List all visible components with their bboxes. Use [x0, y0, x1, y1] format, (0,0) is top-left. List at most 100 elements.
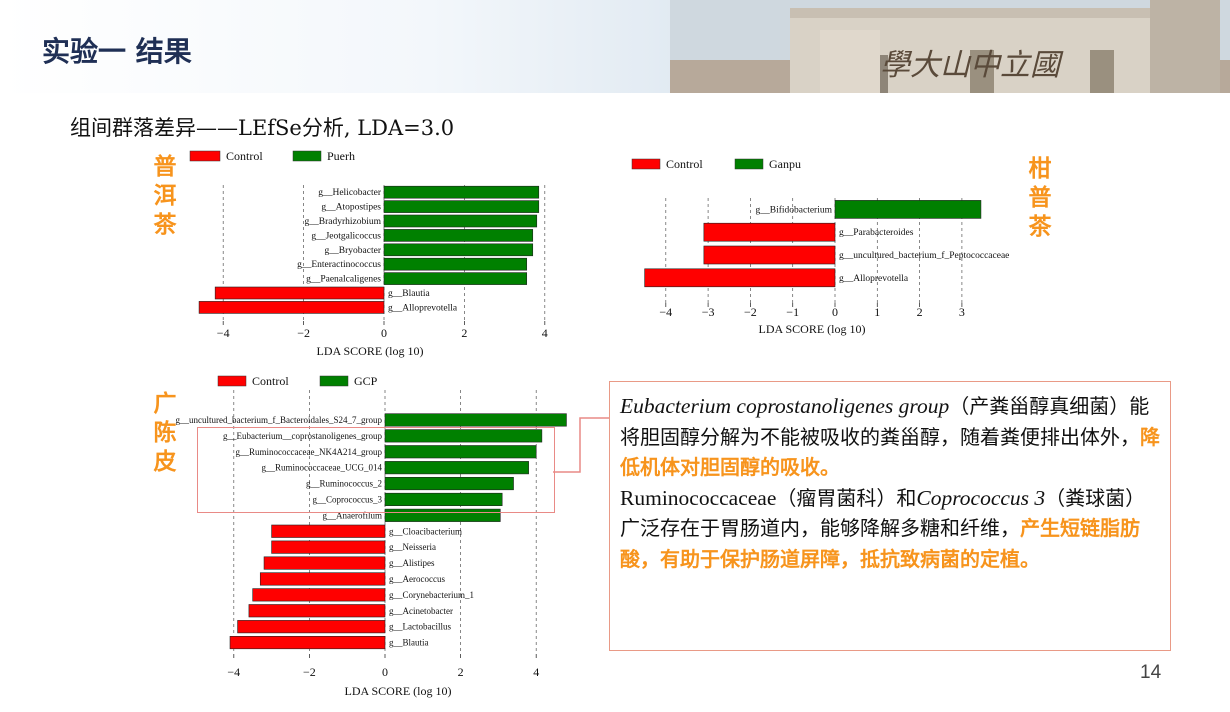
- legend-swatch: [319, 375, 349, 387]
- university-gate-image: 學大山中立國: [670, 0, 1230, 93]
- bar-label: g__Blautia: [389, 638, 429, 648]
- x-axis-label: LDA SCORE (log 10): [758, 322, 865, 336]
- legend-swatch: [631, 158, 661, 170]
- bar: [383, 272, 528, 285]
- bar: [383, 257, 528, 271]
- callout-text-2a: （瘤胃菌科）和: [776, 485, 917, 510]
- x-tick-label: −2: [303, 665, 316, 679]
- callout-highlight-2: 产生短链脂肪酸，有助于保护肠道屏障，抵抗致病菌的定植。: [620, 516, 1140, 571]
- bar: [834, 200, 982, 219]
- x-axis-label: LDA SCORE (log 10): [316, 344, 423, 358]
- x-tick-label: 0: [382, 665, 388, 679]
- callout-highlight-1: 降低机体对胆固醇的吸收。: [620, 424, 1160, 480]
- callout-box: Eubacterium coprostanoligenes group（产粪甾醇…: [609, 381, 1171, 651]
- banner-calligraphy: 學大山中立國: [880, 48, 1064, 83]
- x-tick-label: −2: [744, 305, 757, 319]
- bar: [214, 286, 385, 300]
- bar-label: g__Blautia: [388, 289, 430, 299]
- highlight-box: [197, 427, 555, 513]
- legend-label: Ganpu: [769, 157, 801, 171]
- slide-title: 实验一 结果: [42, 35, 192, 68]
- bar: [383, 243, 534, 257]
- bar: [703, 222, 836, 242]
- bar: [383, 214, 538, 228]
- bar-label: g__Cloacibacterium: [389, 526, 462, 536]
- x-tick-label: −2: [297, 326, 310, 340]
- bar: [384, 413, 567, 427]
- bar: [383, 229, 534, 242]
- bar-label: g__Enteractinococcus: [297, 260, 381, 270]
- x-tick-label: −4: [659, 305, 672, 319]
- legend-label: Control: [666, 157, 703, 171]
- bar: [198, 301, 385, 314]
- bar-label: g__Bifidobacterium: [755, 204, 832, 215]
- x-tick-label: 1: [874, 305, 880, 319]
- legend-label: Puerh: [327, 149, 355, 163]
- x-tick-label: 3: [959, 305, 965, 319]
- bar: [384, 461, 529, 475]
- page-number: 14: [1140, 662, 1162, 683]
- callout-genus-1: Eubacterium coprostanoligenes group: [620, 394, 950, 418]
- bar-label: g__Ruminococcaceae_UCG_014: [262, 463, 383, 473]
- x-tick-label: 0: [832, 305, 838, 319]
- bar: [229, 635, 386, 650]
- bar: [384, 476, 514, 491]
- bar: [644, 268, 836, 288]
- label-gcp: 广陈皮: [153, 391, 177, 475]
- x-tick-label: −3: [702, 305, 715, 319]
- bar-label: g__Eubacterium__coprostanoligenes_group: [223, 431, 382, 441]
- bar: [384, 445, 537, 459]
- header-banner: 學大山中立國 实验一 结果: [0, 0, 1230, 93]
- bar: [248, 604, 386, 618]
- label-ganpu: 柑普茶: [1028, 156, 1052, 240]
- bar-label: g__Alloprevotella: [388, 303, 458, 313]
- bar-label: g__Aerococcus: [389, 574, 445, 584]
- x-tick-label: 4: [542, 326, 548, 340]
- legend-swatch: [217, 375, 247, 387]
- bar: [252, 588, 386, 602]
- bar-label: g__Corynebacterium_1: [389, 590, 474, 600]
- bar-label: g__Acinetobacter: [389, 606, 453, 616]
- legend-label: GCP: [354, 374, 378, 388]
- bar-label: g__Ruminococcus_2: [306, 479, 382, 489]
- x-tick-label: −4: [217, 326, 230, 340]
- bar: [263, 556, 386, 570]
- x-tick-label: 4: [533, 665, 539, 679]
- legend-label: Control: [226, 149, 263, 163]
- legend-label: Control: [252, 374, 289, 388]
- x-tick-label: −4: [227, 665, 240, 679]
- x-tick-label: 2: [461, 326, 467, 340]
- bar: [271, 524, 386, 538]
- bar: [384, 492, 503, 507]
- bar-label: g__Anaerofilum: [323, 510, 382, 520]
- x-tick-label: 2: [917, 305, 923, 319]
- bar: [383, 200, 540, 213]
- bar-label: g__Paenalcaligenes: [306, 275, 381, 285]
- label-puerh: 普洱茶: [153, 154, 177, 238]
- bar: [703, 245, 836, 265]
- bar-label: g__Bradyrhizobium: [304, 217, 381, 227]
- x-axis-label: LDA SCORE (log 10): [344, 684, 451, 698]
- bar: [259, 572, 386, 586]
- x-tick-label: −1: [786, 305, 799, 319]
- x-tick-label: 0: [381, 326, 387, 340]
- bar-label: g__uncultured_bacterium_f_Peptococcaceae: [839, 250, 1009, 261]
- bar: [237, 620, 386, 634]
- bar-label: g__Ruminococcaceae_NK4A214_group: [236, 447, 383, 457]
- bar-label: g__Alloprevotella: [839, 274, 909, 284]
- bar-label: g__Lactobacillus: [389, 622, 451, 632]
- bar-label: g__Atopostipes: [321, 203, 381, 213]
- callout-paragraph-1: Eubacterium coprostanoligenes group（产粪甾醇…: [620, 391, 1160, 483]
- slide-subtitle: 组间群落差异——LEfSe分析, LDA=3.0: [70, 116, 455, 140]
- callout-paragraph-2: Ruminococcaceae（瘤胃菌科）和Coprococcus 3（粪球菌）…: [620, 483, 1160, 575]
- callout-family: Ruminococcaceae: [620, 485, 777, 510]
- bar-label: g__Bryobacter: [325, 246, 382, 256]
- legend-swatch: [189, 150, 221, 162]
- callout-text-1: （产粪甾醇真细菌）能将胆固醇分解为不能被吸收的粪甾醇，随着粪便排出体外，: [620, 394, 1150, 449]
- bar: [383, 185, 540, 199]
- bar-label: g__Helicobacter: [318, 188, 382, 198]
- bar-label: g__Parabacteroides: [839, 228, 914, 238]
